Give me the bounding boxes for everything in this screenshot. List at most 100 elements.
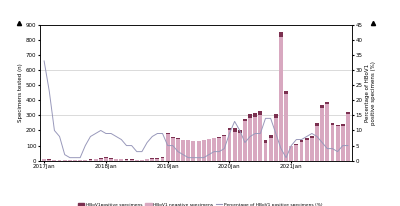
- Bar: [269, 135, 272, 138]
- Bar: [197, 141, 200, 161]
- Bar: [325, 102, 329, 104]
- Bar: [346, 112, 350, 114]
- Bar: [166, 133, 170, 134]
- Bar: [145, 159, 149, 161]
- Bar: [325, 104, 329, 161]
- Bar: [207, 139, 211, 161]
- Bar: [135, 160, 139, 161]
- Y-axis label: Percentage of HBoV1
positive specimens (%): Percentage of HBoV1 positive specimens (…: [365, 61, 376, 125]
- Bar: [47, 160, 51, 161]
- Bar: [243, 119, 247, 121]
- Bar: [336, 125, 340, 126]
- Bar: [248, 118, 252, 161]
- Bar: [130, 159, 134, 160]
- Bar: [315, 126, 319, 161]
- Bar: [284, 91, 288, 94]
- Bar: [330, 125, 334, 161]
- Bar: [253, 117, 257, 161]
- Bar: [228, 130, 231, 161]
- Bar: [289, 146, 293, 161]
- Bar: [222, 136, 226, 161]
- Bar: [104, 158, 108, 161]
- Bar: [336, 126, 340, 161]
- Bar: [58, 160, 62, 161]
- Bar: [248, 114, 252, 118]
- Bar: [156, 159, 159, 161]
- Bar: [243, 121, 247, 161]
- Bar: [341, 126, 345, 161]
- Bar: [120, 159, 123, 161]
- Bar: [202, 140, 206, 161]
- Bar: [264, 139, 268, 143]
- Bar: [161, 157, 164, 158]
- Bar: [109, 158, 113, 159]
- Bar: [47, 159, 51, 160]
- Bar: [88, 159, 92, 160]
- Bar: [171, 137, 175, 138]
- Bar: [68, 160, 72, 161]
- Bar: [258, 115, 262, 161]
- Bar: [176, 139, 180, 161]
- Bar: [346, 114, 350, 161]
- Bar: [258, 111, 262, 115]
- Bar: [156, 158, 159, 159]
- Bar: [109, 159, 113, 161]
- Bar: [233, 132, 236, 161]
- Bar: [238, 133, 242, 161]
- Bar: [150, 158, 154, 159]
- Legend: HBoV1positive specimens, HBoV1 negative specimens, Percentage of HBoV1 positive : HBoV1positive specimens, HBoV1 negative …: [77, 202, 323, 206]
- Bar: [124, 160, 128, 161]
- Bar: [341, 124, 345, 126]
- Bar: [186, 139, 190, 140]
- Bar: [315, 123, 319, 126]
- Bar: [99, 159, 103, 161]
- Bar: [42, 159, 46, 161]
- Bar: [192, 141, 195, 161]
- Bar: [88, 160, 92, 161]
- Bar: [310, 136, 314, 138]
- Bar: [73, 160, 77, 161]
- Bar: [99, 158, 103, 159]
- Bar: [150, 159, 154, 161]
- Bar: [233, 128, 236, 132]
- Bar: [130, 160, 134, 161]
- Bar: [305, 139, 309, 161]
- Bar: [279, 32, 283, 37]
- Bar: [330, 123, 334, 125]
- Bar: [140, 160, 144, 161]
- Bar: [300, 142, 304, 161]
- Bar: [212, 138, 216, 161]
- Bar: [171, 138, 175, 161]
- Bar: [274, 114, 278, 118]
- Bar: [238, 130, 242, 133]
- Bar: [217, 138, 221, 161]
- Bar: [78, 160, 82, 161]
- Bar: [310, 138, 314, 161]
- Bar: [52, 160, 56, 161]
- Bar: [294, 145, 298, 161]
- Bar: [279, 37, 283, 161]
- Bar: [94, 159, 98, 161]
- Bar: [264, 143, 268, 161]
- Bar: [294, 144, 298, 145]
- Bar: [114, 159, 118, 161]
- Bar: [274, 118, 278, 161]
- Bar: [305, 138, 309, 139]
- Bar: [284, 94, 288, 161]
- Bar: [176, 138, 180, 139]
- Bar: [181, 140, 185, 161]
- Bar: [269, 138, 272, 161]
- Y-axis label: Specimens tested (n): Specimens tested (n): [18, 63, 23, 122]
- Bar: [253, 113, 257, 117]
- Bar: [217, 137, 221, 138]
- Bar: [104, 157, 108, 158]
- Bar: [320, 108, 324, 161]
- Bar: [83, 160, 87, 161]
- Bar: [300, 140, 304, 142]
- Bar: [63, 160, 67, 161]
- Bar: [320, 105, 324, 108]
- Bar: [228, 128, 231, 130]
- Bar: [186, 140, 190, 161]
- Bar: [124, 159, 128, 160]
- Bar: [161, 158, 164, 161]
